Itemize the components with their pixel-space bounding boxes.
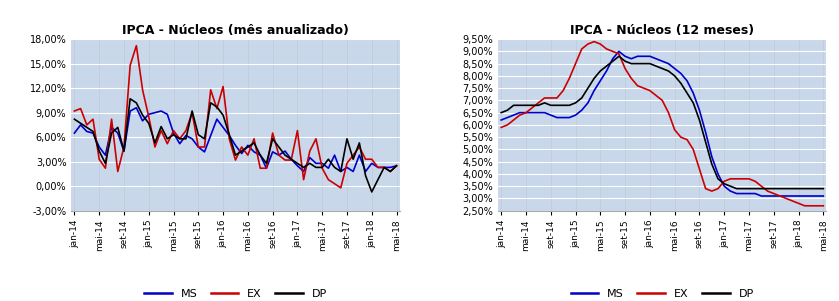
Title: IPCA - Núcleos (12 meses): IPCA - Núcleos (12 meses): [571, 23, 754, 37]
Legend: MS, EX, DP: MS, EX, DP: [139, 285, 331, 301]
Title: IPCA - Núcleos (mês anualizado): IPCA - Núcleos (mês anualizado): [122, 23, 349, 37]
Legend: MS, EX, DP: MS, EX, DP: [566, 285, 758, 301]
